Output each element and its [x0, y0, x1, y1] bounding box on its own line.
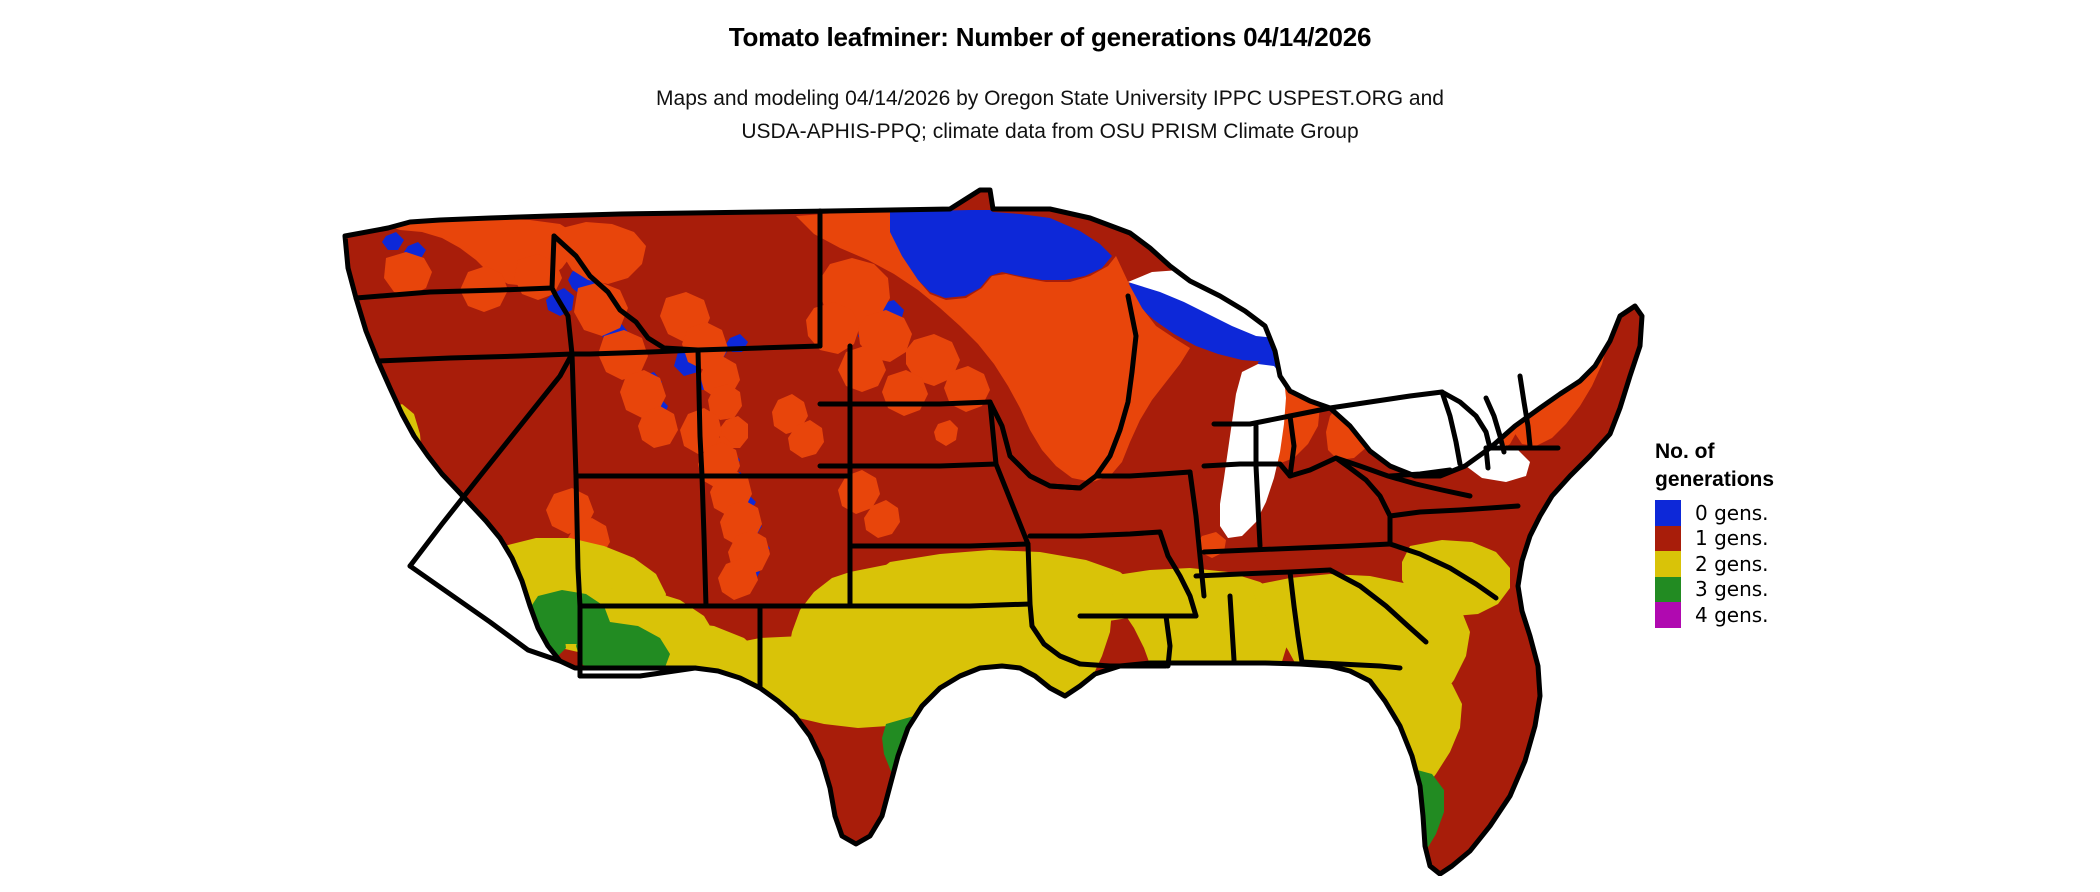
- legend-label-1-gens: 1 gens.: [1695, 526, 1769, 551]
- legend-swatch-4-gens: [1655, 602, 1681, 628]
- legend-items: 0 gens. 1 gens. 2 gens. 3 gens. 4 gens.: [1655, 500, 1955, 628]
- map-legend: No. of generations 0 gens. 1 gens. 2 gens.…: [1655, 438, 1955, 628]
- legend-swatch-3-gens: [1655, 576, 1681, 602]
- page-title: Tomato leafminer: Number of generations …: [728, 22, 1372, 52]
- us-generations-map: [290, 176, 1650, 876]
- page-subtitle: Maps and modeling 04/14/2026 by Oregon S…: [0, 82, 2100, 148]
- legend-item-1-gens: 1 gens.: [1655, 525, 1955, 551]
- legend-item-4-gens: 4 gens.: [1655, 602, 1955, 628]
- subtitle-line-2: USDA-APHIS-PPQ; climate data from OSU PR…: [741, 120, 1359, 143]
- legend-title-line-1: No. of: [1655, 440, 1715, 463]
- subtitle-line-1: Maps and modeling 04/14/2026 by Oregon S…: [656, 87, 1444, 110]
- legend-label-3-gens: 3 gens.: [1695, 577, 1769, 602]
- zone-0-gen-northern-maine: [1548, 300, 1606, 344]
- legend-title-line-2: generations: [1655, 468, 1775, 491]
- legend-item-3-gens: 3 gens.: [1655, 576, 1955, 602]
- state-boundaries: [342, 187, 1645, 876]
- legend-title: No. of generations: [1655, 438, 1825, 494]
- zone-4-gen: [1392, 868, 1406, 874]
- legend-label-0-gens: 0 gens.: [1695, 500, 1769, 525]
- map-raster: [345, 190, 1642, 874]
- map-svg: [342, 187, 1645, 876]
- legend-item-2-gens: 2 gens.: [1655, 551, 1955, 577]
- legend-swatch-2-gens: [1655, 551, 1681, 577]
- legend-label-4-gens: 4 gens.: [1695, 602, 1769, 627]
- legend-label-2-gens: 2 gens.: [1695, 551, 1769, 576]
- zone-0-gen-minnesota: [888, 210, 1112, 298]
- legend-swatch-0-gens: [1655, 500, 1681, 526]
- legend-swatch-1-gens: [1655, 525, 1681, 551]
- legend-item-0-gens: 0 gens.: [1655, 500, 1955, 526]
